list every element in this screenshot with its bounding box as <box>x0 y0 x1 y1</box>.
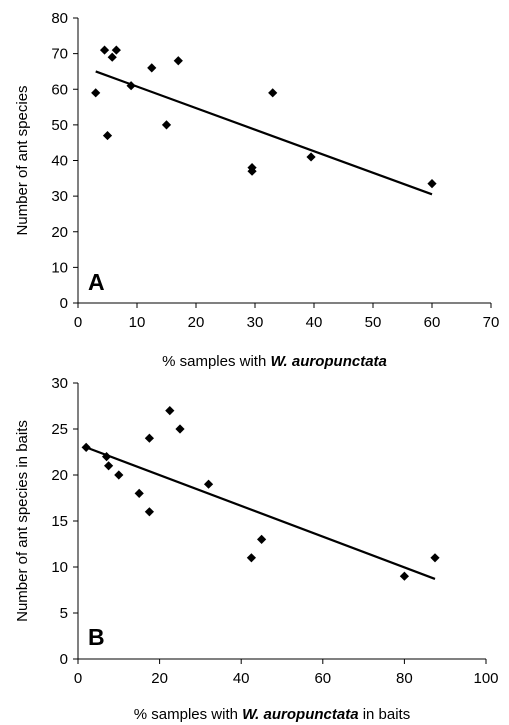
data-point <box>427 179 437 189</box>
data-point <box>430 553 440 563</box>
data-point <box>147 63 157 73</box>
y-tick-label: 20 <box>51 467 68 484</box>
y-tick-label: 30 <box>51 375 68 392</box>
x-axis-title: % samples with W. auropunctata in baits <box>134 706 410 723</box>
data-point <box>144 433 154 443</box>
data-point <box>99 45 110 55</box>
data-point <box>257 534 267 544</box>
y-tick-label: 0 <box>60 651 68 668</box>
data-point <box>104 461 114 471</box>
data-point <box>134 488 144 498</box>
data-point <box>144 507 154 517</box>
data-point <box>165 406 175 416</box>
y-tick-label: 5 <box>60 605 68 622</box>
data-point <box>306 152 316 162</box>
x-tick-label: 70 <box>483 314 500 331</box>
y-axis-title: Number of ant species <box>14 85 31 235</box>
y-tick-label: 0 <box>60 295 68 312</box>
data-point <box>161 120 172 130</box>
y-tick-label: 15 <box>51 513 68 530</box>
x-tick-label: 40 <box>233 670 250 687</box>
y-axis-title: Number of ant species in baits <box>14 420 31 622</box>
y-tick-label: 70 <box>51 46 68 63</box>
panel-label: A <box>88 269 105 295</box>
y-tick-label: 30 <box>51 188 68 205</box>
data-point <box>102 130 113 141</box>
data-point <box>173 56 183 66</box>
x-tick-label: 0 <box>74 314 82 331</box>
y-tick-label: 10 <box>51 259 68 276</box>
y-tick-label: 40 <box>51 153 68 170</box>
data-point <box>81 442 91 452</box>
x-tick-label: 80 <box>396 670 413 687</box>
x-tick-label: 40 <box>306 314 323 331</box>
data-point <box>126 81 136 91</box>
data-point <box>399 571 409 581</box>
data-point <box>268 88 278 98</box>
x-tick-label: 10 <box>129 314 146 331</box>
x-tick-label: 60 <box>424 314 441 331</box>
chart-panel-b: 0 5 10 15 20 25 30 0 20 40 60 80 100 B Number of ant s… <box>14 375 499 723</box>
y-tick-label: 10 <box>51 559 68 576</box>
x-tick-label: 20 <box>188 314 205 331</box>
data-point <box>111 45 121 55</box>
x-tick-label: 50 <box>365 314 382 331</box>
data-point <box>91 88 101 98</box>
trend-line <box>95 70 433 196</box>
data-point <box>114 470 124 480</box>
data-point <box>203 479 214 489</box>
panel-label: B <box>88 624 105 650</box>
trend-line <box>85 446 436 580</box>
data-point <box>101 452 112 462</box>
y-tick-label: 60 <box>51 81 68 98</box>
x-tick-label: 0 <box>74 670 82 687</box>
data-point <box>246 553 256 563</box>
y-tick-label: 25 <box>51 421 68 438</box>
x-axis-title: % samples with W. auropunctata <box>162 353 387 370</box>
data-point <box>247 163 257 173</box>
data-point <box>175 424 185 434</box>
y-tick-label: 80 <box>51 10 68 27</box>
x-tick-label: 100 <box>473 670 498 687</box>
y-tick-label: 50 <box>51 117 68 134</box>
x-tick-label: 20 <box>151 670 168 687</box>
y-tick-label: 20 <box>51 224 68 241</box>
x-tick-label: 60 <box>314 670 331 687</box>
data-point <box>107 52 117 62</box>
x-tick-label: 30 <box>247 314 264 331</box>
chart-panel-a: 0 10 20 30 40 50 60 70 80 0 10 20 30 40 50 60 70 A Number … <box>14 10 499 370</box>
